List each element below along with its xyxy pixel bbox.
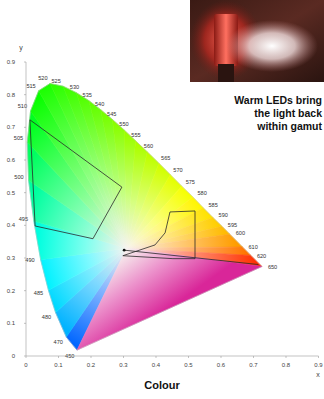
wavelength-label: 540 — [95, 101, 104, 107]
wavelength-label: 585 — [208, 202, 217, 208]
annotation: within gamut — [256, 120, 322, 132]
wavelength-label: 620 — [257, 253, 266, 259]
y-axis-line — [26, 62, 27, 356]
region-outline — [30, 120, 122, 239]
y-tick — [24, 290, 26, 291]
x-tick — [91, 356, 92, 358]
x-tick-label: 0.2 — [87, 362, 96, 368]
x-tick-label: 0.8 — [282, 362, 291, 368]
wavelength-label: 500 — [14, 174, 23, 180]
y-tick — [24, 62, 26, 63]
chart: 4504704804854904955005055105155205255305… — [0, 0, 324, 399]
x-axis-label: x — [316, 371, 320, 378]
photo-lamp-base — [218, 64, 234, 82]
y-tick-label: 0.2 — [7, 288, 16, 294]
y-tick-label: 0.1 — [7, 320, 16, 326]
y-tick — [24, 323, 26, 324]
wavelength-label: 560 — [144, 143, 153, 149]
y-tick-label: 0.4 — [7, 222, 16, 228]
x-tick-label: 0.3 — [119, 362, 128, 368]
wavelength-labels: 4504704804854904955005055105155205255305… — [14, 75, 277, 358]
point — [123, 249, 126, 252]
gamut-fill-segment — [50, 84, 127, 249]
y-tick — [24, 192, 26, 193]
x-tick-label: 0.1 — [54, 362, 63, 368]
wavelength-label: 520 — [38, 75, 47, 81]
x-tick — [286, 356, 287, 358]
x-tick — [58, 356, 59, 358]
y-tick — [24, 127, 26, 128]
wavelength-label: 485 — [34, 290, 43, 296]
x-axis-line — [26, 356, 319, 357]
y-tick — [24, 356, 26, 357]
x-tick — [221, 356, 222, 358]
wavelength-label: 600 — [236, 230, 245, 236]
wavelength-label: 565 — [161, 155, 170, 161]
wavelength-label: 580 — [197, 190, 206, 196]
gamut-fill-segment — [101, 110, 127, 249]
x-tick — [188, 356, 189, 358]
wavelength-label: 490 — [25, 257, 34, 263]
plot-area — [27, 84, 262, 351]
wavelength-label: 525 — [52, 78, 61, 84]
wavelength-label: 505 — [14, 135, 23, 141]
annotation: Warm LEDs bring — [234, 94, 322, 106]
y-tick-label: 0.8 — [7, 92, 16, 98]
annotation: the light back — [254, 107, 322, 119]
gamut-fill-segment — [76, 93, 126, 248]
x-tick-label: 0.9 — [314, 362, 323, 368]
y-tick — [24, 160, 26, 161]
region-outline — [124, 250, 258, 264]
wavelength-label: 545 — [107, 111, 116, 117]
y-tick-label: 0.5 — [7, 190, 16, 196]
x-tick — [318, 356, 319, 358]
x-tick-label: 0.6 — [217, 362, 226, 368]
spectral-locus — [27, 84, 262, 351]
wavelength-label: 515 — [26, 83, 35, 89]
wavelength-label: 550 — [119, 121, 128, 127]
wavelength-label: 530 — [70, 84, 79, 90]
axes: 0 0.1 0.2 0.3 0.4 0.5 0.6 0.7 0.8 0.9 0 0.1 0.2 0.3 0.… — [7, 59, 324, 368]
wavelength-label: 590 — [219, 212, 228, 218]
wavelength-label: 495 — [19, 216, 28, 222]
y-tick-label: 0.6 — [7, 157, 16, 163]
photo-inset — [190, 0, 324, 82]
photo-background — [190, 0, 324, 82]
x-tick — [156, 356, 157, 358]
y-tick-label: 0.3 — [7, 255, 16, 261]
wavelength-label: 555 — [131, 132, 140, 138]
wavelength-label: 575 — [186, 179, 195, 185]
gamut-fill-segment — [77, 248, 262, 350]
wavelength-label: 610 — [248, 244, 257, 250]
wavelength-label: 480 — [42, 314, 51, 320]
title: Colour — [144, 379, 180, 391]
gamut-fill — [27, 84, 262, 351]
wavelength-label: 470 — [54, 339, 63, 345]
x-tick-label: 0 — [24, 362, 28, 368]
x-tick-label: 0.7 — [249, 362, 258, 368]
y-tick — [24, 94, 26, 95]
gamut-fill-segment — [39, 84, 127, 249]
photo-white-glow — [226, 20, 318, 72]
y-tick-label: 0.9 — [7, 59, 16, 65]
wavelength-label: 450 — [65, 353, 74, 359]
y-tick — [24, 258, 26, 259]
page: 4504704804854904955005055105155205255305… — [0, 0, 324, 399]
x-tick-label: 0.5 — [184, 362, 193, 368]
x-tick — [253, 356, 254, 358]
y-tick — [24, 225, 26, 226]
y-tick-label: 0 — [12, 353, 16, 359]
x-tick — [123, 356, 124, 358]
x-tick-label: 0.4 — [152, 362, 161, 368]
gamut-fill-segment — [127, 234, 243, 248]
wavelength-label: 595 — [228, 222, 237, 228]
wavelength-label: 650 — [268, 264, 277, 270]
y-tick-label: 0.7 — [7, 124, 16, 130]
wavelength-label: 570 — [173, 167, 182, 173]
wavelength-label: 535 — [83, 92, 92, 98]
y-axis-label: y — [19, 44, 23, 52]
